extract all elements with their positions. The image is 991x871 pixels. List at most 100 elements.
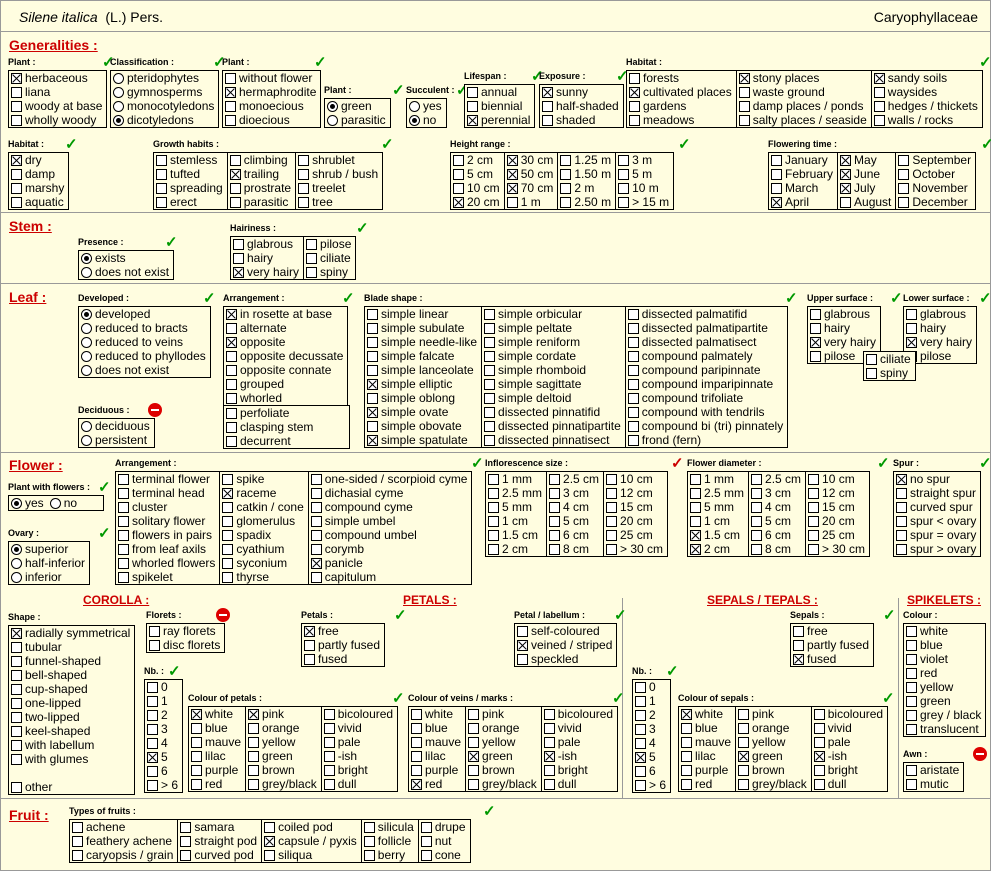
checkbox[interactable] <box>191 764 202 776</box>
checkbox[interactable] <box>635 751 646 763</box>
checkbox[interactable] <box>147 737 158 749</box>
checkbox[interactable] <box>906 639 917 651</box>
radio-button[interactable] <box>11 543 22 555</box>
option-20-cm[interactable]: 20 cm <box>451 195 504 209</box>
checkbox[interactable] <box>543 778 555 790</box>
option-3[interactable]: 3 <box>633 722 670 736</box>
option-free[interactable]: free <box>791 624 873 638</box>
checkbox[interactable] <box>304 625 315 637</box>
checkbox[interactable] <box>484 350 496 362</box>
radio-button[interactable] <box>113 86 124 98</box>
option-veined-striped[interactable]: veined / striped <box>515 638 616 652</box>
option-simple-subulate[interactable]: simple subulate <box>365 321 481 335</box>
checkbox[interactable] <box>808 515 820 527</box>
option-6[interactable]: 6 <box>633 764 670 778</box>
option-straight-pod[interactable]: straight pod <box>178 834 261 848</box>
option-siliqua[interactable]: siliqua <box>262 848 361 862</box>
checkbox[interactable] <box>542 100 553 112</box>
option-grey-black[interactable]: grey/black <box>466 777 541 791</box>
option-cultivated-places[interactable]: cultivated places <box>627 85 736 99</box>
option-simple-lanceolate[interactable]: simple lanceolate <box>365 363 481 377</box>
option-stemless[interactable]: stemless <box>154 153 227 167</box>
option-dull[interactable]: dull <box>322 777 397 791</box>
checkbox[interactable] <box>248 722 260 734</box>
checkbox[interactable] <box>771 182 782 194</box>
checkbox[interactable] <box>906 764 917 776</box>
checkbox[interactable] <box>751 515 763 527</box>
checkbox[interactable] <box>751 473 763 485</box>
option-developed[interactable]: developed <box>79 307 210 321</box>
option-5-cm[interactable]: 5 cm <box>451 167 504 181</box>
option-simple-sagittate[interactable]: simple sagittate <box>482 377 625 391</box>
checkbox[interactable] <box>627 392 639 404</box>
option-compound-paripinnate[interactable]: compound paripinnate <box>626 363 787 377</box>
option-liana[interactable]: liana <box>9 85 106 99</box>
checkbox[interactable] <box>222 501 234 513</box>
option-ray-florets[interactable]: ray florets <box>147 624 224 638</box>
checkbox[interactable] <box>72 849 83 861</box>
option-february[interactable]: February <box>769 167 837 181</box>
checkbox[interactable] <box>549 473 561 485</box>
option-dry[interactable]: dry <box>9 153 68 167</box>
option-blue[interactable]: blue <box>409 721 465 735</box>
checkbox[interactable] <box>738 114 750 126</box>
option-catkin-cone[interactable]: catkin / cone <box>220 500 307 514</box>
option-annual[interactable]: annual <box>465 85 534 99</box>
option-50-cm[interactable]: 50 cm <box>505 167 558 181</box>
option-mauve[interactable]: mauve <box>679 735 735 749</box>
option-stony-places[interactable]: stony places <box>737 71 871 85</box>
option--ish[interactable]: -ish <box>542 749 617 763</box>
checkbox[interactable] <box>488 515 499 527</box>
option-30-cm[interactable]: 30 cm <box>505 153 558 167</box>
option-simple-spatulate[interactable]: simple spatulate <box>365 433 481 447</box>
option-does-not-exist[interactable]: does not exist <box>79 265 173 279</box>
checkbox[interactable] <box>627 336 639 348</box>
option-without-flower[interactable]: without flower <box>223 71 320 85</box>
checkbox[interactable] <box>367 322 378 334</box>
option-forests[interactable]: forests <box>627 71 736 85</box>
checkbox[interactable] <box>549 487 561 499</box>
option-1-25-m[interactable]: 1.25 m <box>558 153 615 167</box>
option-simple-umbel[interactable]: simple umbel <box>309 514 472 528</box>
checkbox[interactable] <box>627 322 639 334</box>
checkbox[interactable] <box>840 196 852 208</box>
option-reduced-to-veins[interactable]: reduced to veins <box>79 335 210 349</box>
checkbox[interactable] <box>468 722 480 734</box>
checkbox[interactable] <box>411 722 422 734</box>
checkbox[interactable] <box>233 238 244 250</box>
checkbox[interactable] <box>542 114 553 126</box>
option-bright[interactable]: bright <box>542 763 617 777</box>
option-dioecious[interactable]: dioecious <box>223 113 320 127</box>
checkbox[interactable] <box>635 695 646 707</box>
checkbox[interactable] <box>156 196 167 208</box>
checkbox[interactable] <box>813 722 825 734</box>
checkbox[interactable] <box>180 821 192 833</box>
checkbox[interactable] <box>323 750 335 762</box>
option-one-lipped[interactable]: one-lipped <box>9 696 134 710</box>
checkbox[interactable] <box>906 625 917 637</box>
checkbox[interactable] <box>629 86 640 98</box>
checkbox[interactable] <box>738 750 750 762</box>
option-dissected-palmatipartite[interactable]: dissected palmatipartite <box>626 321 787 335</box>
option-spur-ovary[interactable]: spur = ovary <box>894 528 980 542</box>
checkbox[interactable] <box>11 627 22 639</box>
checkbox[interactable] <box>226 308 237 320</box>
checkbox[interactable] <box>488 473 499 485</box>
option-3-cm[interactable]: 3 cm <box>749 486 805 500</box>
option-september[interactable]: September <box>896 153 975 167</box>
checkbox[interactable] <box>560 168 572 180</box>
option-october[interactable]: October <box>896 167 975 181</box>
checkbox[interactable] <box>873 114 885 126</box>
option-yes[interactable]: yes <box>407 99 446 113</box>
option-grey-black[interactable]: grey / black <box>904 708 985 722</box>
option-dissected-pinnatipartite[interactable]: dissected pinnatipartite <box>482 419 625 433</box>
option-dichasial-cyme[interactable]: dichasial cyme <box>309 486 472 500</box>
checkbox[interactable] <box>468 750 480 762</box>
radio-button[interactable] <box>11 571 22 583</box>
option-terminal-flower[interactable]: terminal flower <box>116 472 219 486</box>
checkbox[interactable] <box>264 849 276 861</box>
option-4-cm[interactable]: 4 cm <box>749 500 805 514</box>
checkbox[interactable] <box>484 378 496 390</box>
option-10-cm[interactable]: 10 cm <box>604 472 667 486</box>
checkbox[interactable] <box>629 100 640 112</box>
